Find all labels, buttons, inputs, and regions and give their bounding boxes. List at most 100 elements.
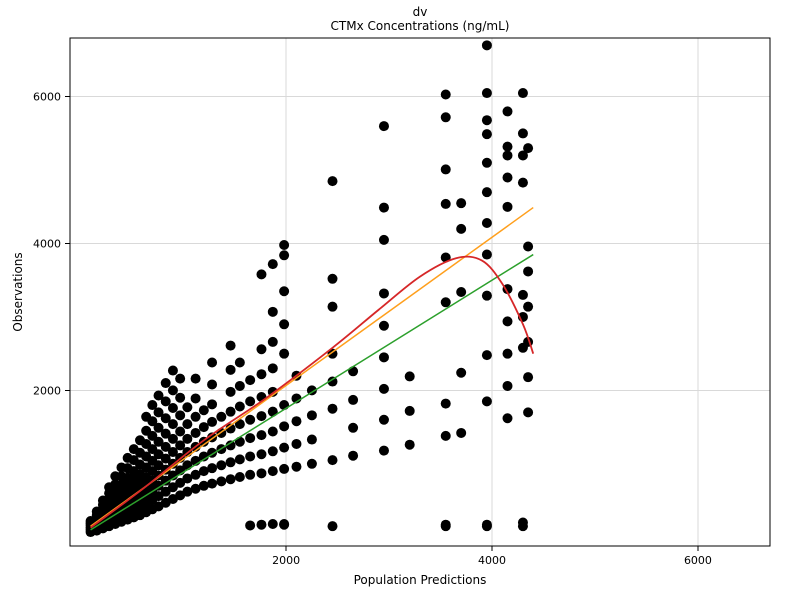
scatter-point [268, 363, 278, 373]
scatter-point [307, 459, 317, 469]
scatter-point [168, 366, 178, 376]
scatter-point [456, 198, 466, 208]
scatter-point [379, 121, 389, 131]
scatter-point [482, 396, 492, 406]
scatter-point [482, 129, 492, 139]
y-tick-label: 2000 [33, 384, 61, 397]
scatter-point [268, 446, 278, 456]
scatter-point [503, 202, 513, 212]
x-tick-label: 2000 [272, 554, 300, 567]
scatter-point [279, 464, 289, 474]
scatter-point [245, 451, 255, 461]
scatter-point [503, 150, 513, 160]
scatter-point [503, 172, 513, 182]
scatter-point [207, 399, 217, 409]
scatter-point [291, 416, 301, 426]
scatter-point [405, 406, 415, 416]
scatter-point [175, 426, 185, 436]
chart-title-top: dv [413, 5, 428, 19]
chart-svg: 200040006000200040006000Population Predi… [0, 0, 800, 600]
scatter-point [268, 259, 278, 269]
scatter-point [245, 375, 255, 385]
scatter-point [503, 349, 513, 359]
y-tick-label: 4000 [33, 238, 61, 251]
scatter-point [482, 187, 492, 197]
scatter-point [256, 369, 266, 379]
scatter-point [518, 178, 528, 188]
scatter-point [523, 266, 533, 276]
scatter-point [175, 410, 185, 420]
x-tick-label: 6000 [684, 554, 712, 567]
scatter-point [328, 455, 338, 465]
scatter-point [268, 426, 278, 436]
scatter-point [441, 520, 451, 530]
scatter-point [379, 446, 389, 456]
scatter-point [256, 520, 266, 530]
scatter-point [379, 384, 389, 394]
scatter-point [328, 404, 338, 414]
scatter-point [503, 106, 513, 116]
scatter-point [523, 241, 533, 251]
scatter-point [482, 158, 492, 168]
scatter-point [226, 387, 236, 397]
scatter-point [245, 415, 255, 425]
scatter-point [482, 218, 492, 228]
scatter-point [199, 405, 209, 415]
scatter-point [279, 520, 289, 530]
scatter-point [379, 415, 389, 425]
scatter-point [503, 316, 513, 326]
scatter-point [235, 437, 245, 447]
chart-title-bottom: CTMx Concentrations (ng/mL) [331, 19, 510, 33]
scatter-point [441, 297, 451, 307]
y-tick-label: 6000 [33, 91, 61, 104]
scatter-point [348, 423, 358, 433]
scatter-point [482, 88, 492, 98]
scatter-point [328, 521, 338, 531]
scatter-point [328, 302, 338, 312]
scatter-point [518, 290, 528, 300]
scatter-point [216, 460, 226, 470]
scatter-point [175, 374, 185, 384]
scatter-point [279, 240, 289, 250]
scatter-point [226, 341, 236, 351]
x-axis-label: Population Predictions [354, 573, 487, 587]
scatter-point [168, 419, 178, 429]
scatter-point [405, 371, 415, 381]
scatter-point [268, 337, 278, 347]
scatter-point [207, 357, 217, 367]
scatter-point [456, 224, 466, 234]
scatter-point [379, 203, 389, 213]
scatter-point [268, 519, 278, 529]
scatter-point [245, 520, 255, 530]
scatter-point [441, 164, 451, 174]
scatter-point [256, 411, 266, 421]
scatter-point [405, 440, 415, 450]
scatter-point [226, 365, 236, 375]
scatter-point [256, 269, 266, 279]
scatter-point [518, 128, 528, 138]
scatter-point [182, 419, 192, 429]
scatter-point [226, 407, 236, 417]
scatter-point [175, 393, 185, 403]
scatter-point [245, 470, 255, 480]
scatter-point [503, 142, 513, 152]
scatter-point [518, 88, 528, 98]
scatter-point [379, 288, 389, 298]
scatter-point [256, 344, 266, 354]
scatter-point [226, 474, 236, 484]
scatter-point [235, 402, 245, 412]
scatter-point [182, 402, 192, 412]
scatter-point [441, 399, 451, 409]
scatter-point [235, 472, 245, 482]
scatter-point [279, 400, 289, 410]
scatter-point [291, 462, 301, 472]
scatter-point [245, 396, 255, 406]
scatter-point [441, 431, 451, 441]
scatter-point [456, 368, 466, 378]
scatter-point [441, 90, 451, 100]
scatter-point [291, 439, 301, 449]
scatter-point [379, 352, 389, 362]
scatter-point [518, 518, 528, 528]
scatter-point [482, 520, 492, 530]
scatter-chart: 200040006000200040006000Population Predi… [0, 0, 800, 600]
